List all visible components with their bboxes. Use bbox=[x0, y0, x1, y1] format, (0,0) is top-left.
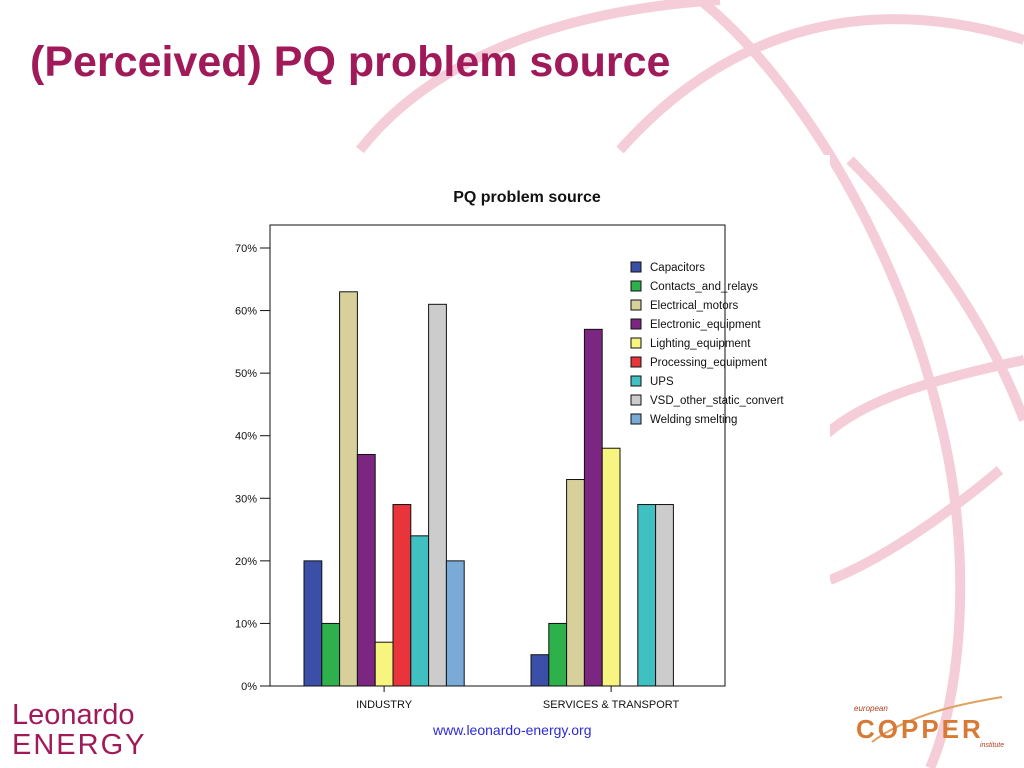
copper-institute-logo: european COPPER institute bbox=[852, 692, 1012, 762]
bar-vsd-other-static-convert-1 bbox=[655, 504, 674, 687]
bar-vsd-other-static-convert-0 bbox=[428, 303, 447, 687]
x-axis: INDUSTRY SERVICES & TRANSPORT bbox=[356, 686, 680, 711]
bar-electronic-equipment-0 bbox=[356, 453, 376, 687]
legend: Capacitors Contacts_and_relays Electrical_… bbox=[630, 261, 784, 426]
legend-swatch bbox=[630, 394, 642, 406]
logo-energy-text: ENERGY bbox=[12, 729, 147, 761]
legend-label: Welding smelting bbox=[650, 414, 737, 426]
legend-label: UPS bbox=[650, 376, 674, 388]
legend-swatch bbox=[630, 299, 642, 311]
website-url[interactable]: www.leonardo-energy.org bbox=[433, 722, 592, 738]
chart-title: PQ problem source bbox=[453, 189, 601, 206]
bar-chart: PQ problem source 0% 10% 20% 30% 40% 50% 60% 70… bbox=[235, 189, 784, 711]
legend-label: Contacts_and_relays bbox=[650, 281, 758, 293]
x-tick-label: SERVICES & TRANSPORT bbox=[543, 699, 680, 711]
y-tick-label: 40% bbox=[235, 431, 257, 443]
bar-ups-1 bbox=[637, 504, 657, 687]
slide-title: (Perceived) PQ problem source bbox=[30, 38, 671, 86]
y-tick-label: 60% bbox=[235, 306, 257, 318]
legend-swatch bbox=[630, 337, 642, 349]
x-tick-label: INDUSTRY bbox=[356, 699, 413, 711]
legend-swatch bbox=[630, 375, 642, 387]
copper-logo-main: COPPER bbox=[856, 714, 984, 744]
bar-capacitors-1 bbox=[530, 654, 550, 687]
legend-label: Capacitors bbox=[650, 262, 705, 274]
legend-swatch bbox=[630, 280, 642, 292]
plot-area bbox=[269, 224, 726, 687]
copper-logo-swoosh bbox=[871, 696, 1003, 743]
bar-lighting-equipment-1 bbox=[601, 447, 621, 687]
bar-electronic-equipment-1 bbox=[583, 328, 603, 687]
copper-logo-european: european bbox=[854, 704, 888, 713]
bar-contacts-and-relays-0 bbox=[321, 622, 341, 687]
bar-processing-equipment-0 bbox=[392, 504, 412, 687]
copper-logo-institute: institute bbox=[980, 742, 1005, 749]
chart-panel: PQ problem source 0% 10% 20% 30% 40% 50% 60% 70… bbox=[185, 155, 830, 723]
leonardo-energy-logo: Leonardo ENERGY bbox=[12, 700, 146, 760]
bar-electrical-motors-1 bbox=[566, 479, 585, 687]
legend-label: Electronic_equipment bbox=[650, 319, 761, 331]
bars bbox=[303, 291, 674, 687]
bar-ups-0 bbox=[410, 535, 430, 687]
y-tick-label: 70% bbox=[235, 243, 257, 255]
legend-label: Electrical_motors bbox=[650, 300, 738, 312]
bar-capacitors-0 bbox=[303, 560, 323, 687]
legend-label: Lighting_equipment bbox=[650, 338, 751, 350]
legend-swatch bbox=[630, 413, 642, 425]
bar-lighting-equipment-0 bbox=[374, 641, 394, 687]
legend-swatch bbox=[630, 318, 642, 330]
y-tick-label: 50% bbox=[235, 368, 257, 380]
y-tick-label: 30% bbox=[235, 493, 257, 505]
logo-leonardo-text: Leonardo bbox=[12, 699, 135, 731]
legend-swatch bbox=[630, 261, 642, 273]
bar-welding-smelting-0 bbox=[445, 560, 465, 687]
legend-swatch bbox=[630, 356, 642, 368]
bar-electrical-motors-0 bbox=[339, 291, 358, 687]
y-tick-label: 0% bbox=[241, 681, 257, 693]
legend-label: VSD_other_static_convert bbox=[650, 395, 784, 407]
bar-contacts-and-relays-1 bbox=[548, 622, 568, 687]
legend-label: Processing_equipment bbox=[650, 357, 768, 369]
y-axis: 0% 10% 20% 30% 40% 50% 60% 70% bbox=[235, 243, 270, 693]
y-tick-label: 10% bbox=[235, 618, 257, 630]
y-tick-label: 20% bbox=[235, 556, 257, 568]
